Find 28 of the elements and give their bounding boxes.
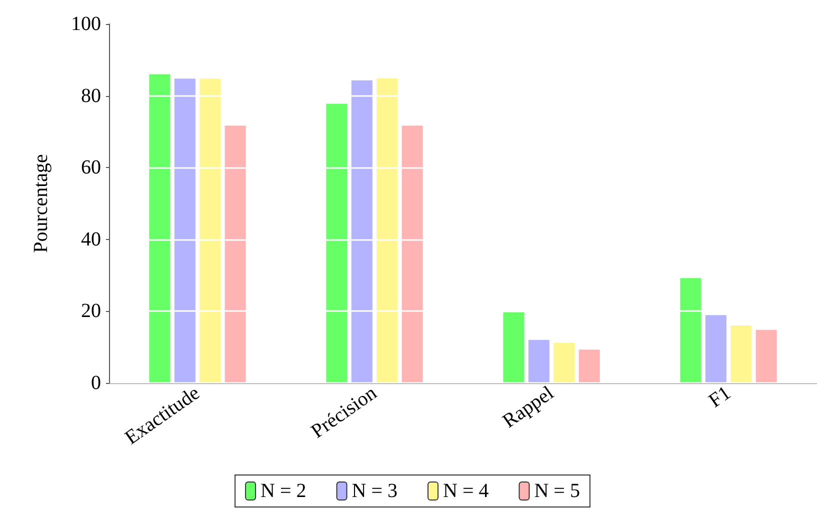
y-tick-label: 60 [81,156,101,179]
bar [376,78,398,383]
bar [756,330,777,383]
bar [554,342,575,383]
legend-label: N = 2 [260,480,306,502]
x-tick-label: F1 [704,382,735,412]
legend-label: N = 4 [443,480,489,502]
bar [402,126,423,383]
y-axis-title: Pourcentage [30,154,52,253]
bar [705,315,726,383]
bar [149,74,170,383]
bar [528,340,550,383]
bar [200,78,221,383]
y-tick-label: 20 [81,300,101,322]
bar [730,326,752,383]
y-tick-label: 100 [71,13,101,35]
bar [578,350,600,383]
bar [326,104,348,383]
bar [503,312,524,383]
y-tick-label: 0 [91,372,101,394]
legend-label: N = 3 [352,480,398,502]
bar [174,78,196,383]
y-tick-label: 40 [81,228,101,250]
legend-label: N = 5 [534,480,580,502]
bar [351,80,372,383]
bar [680,278,702,383]
bar [224,126,246,383]
y-tick-label: 80 [81,84,101,107]
